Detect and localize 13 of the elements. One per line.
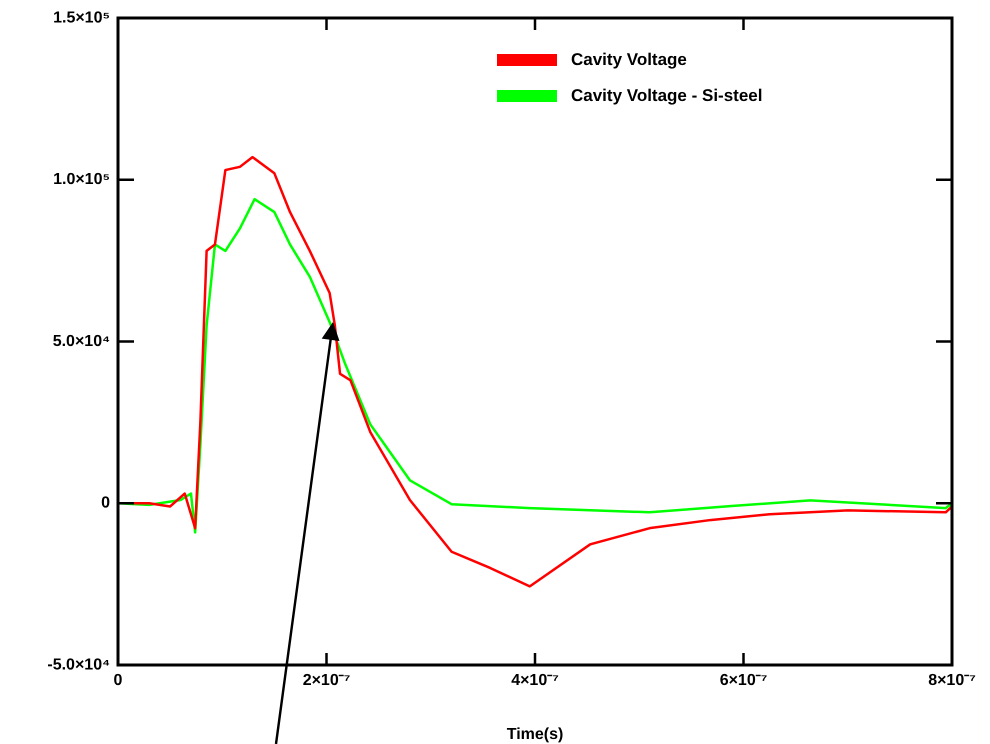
y-tick-label: 5.0×10⁴ [52, 332, 110, 350]
y-tick-label: 0 [101, 494, 110, 512]
legend-label: Cavity Voltage [571, 50, 687, 70]
legend-label: Cavity Voltage - Si-steel [571, 86, 762, 106]
y-tick-label: -5.0×10⁴ [47, 656, 110, 674]
x-tick-label: 2×10⁻⁷ [302, 672, 350, 690]
x-tick-label: 8×10⁻⁷ [928, 672, 976, 690]
x-tick-label: 0 [114, 672, 123, 690]
y-tick-label: 1.5×10⁵ [53, 9, 110, 26]
x-tick-label: 6×10⁻⁷ [720, 672, 768, 690]
x-axis-title: Time(s) [506, 726, 564, 743]
y-tick-label: 1.0×10⁵ [53, 171, 110, 188]
x-tick-label: 4×10⁻⁷ [511, 672, 559, 690]
